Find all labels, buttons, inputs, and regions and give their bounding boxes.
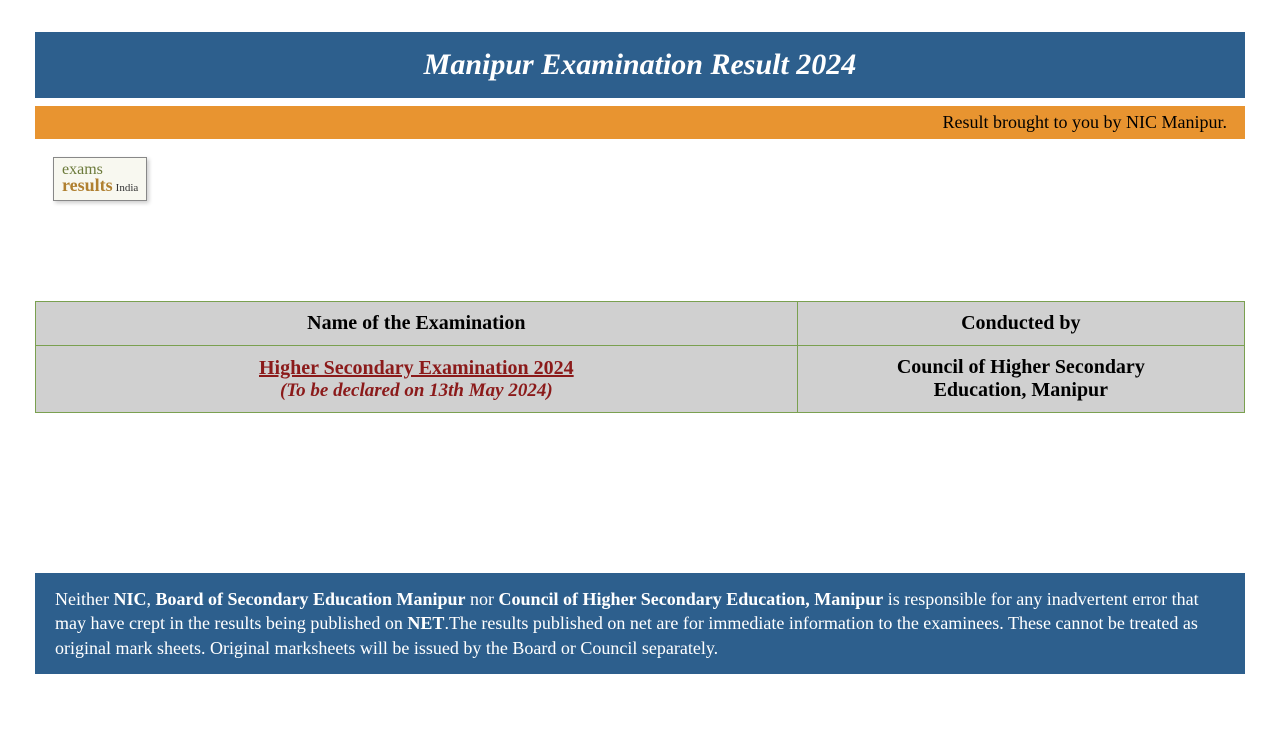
table-header-row: Name of the Examination Conducted by	[36, 302, 1245, 346]
logo-area: exams resultsIndia	[35, 139, 1245, 211]
page-container: Manipur Examination Result 2024 Result b…	[35, 32, 1245, 674]
exams-results-logo[interactable]: exams resultsIndia	[53, 157, 147, 201]
disclaimer-b4: NET	[407, 613, 444, 633]
disclaimer: Neither NIC, Board of Secondary Educatio…	[35, 573, 1245, 674]
disclaimer-pre1: Neither	[55, 589, 113, 609]
exam-subtitle: (To be declared on 13th May 2024)	[280, 380, 553, 401]
disclaimer-b3: Council of Higher Secondary Education, M…	[499, 589, 884, 609]
header-exam-name: Name of the Examination	[36, 302, 798, 346]
disclaimer-mid2: nor	[466, 589, 499, 609]
exam-link[interactable]: Higher Secondary Examination 2024	[259, 357, 574, 379]
disclaimer-mid1: ,	[147, 589, 156, 609]
credit-text: Result brought to you by NIC Manipur.	[943, 112, 1228, 132]
page-title: Manipur Examination Result 2024	[424, 48, 857, 81]
table-row: Higher Secondary Examination 2024 (To be…	[36, 346, 1245, 413]
header-banner: Manipur Examination Result 2024	[35, 32, 1245, 98]
conducted-line2: Education, Manipur	[934, 379, 1108, 401]
exam-table: Name of the Examination Conducted by Hig…	[35, 301, 1245, 413]
disclaimer-b2: Board of Secondary Education Manipur	[156, 589, 466, 609]
spacer	[35, 211, 1245, 301]
disclaimer-b1: NIC	[113, 589, 146, 609]
credit-banner: Result brought to you by NIC Manipur.	[35, 106, 1245, 139]
conducted-line1: Council of Higher Secondary	[897, 356, 1145, 378]
exam-cell: Higher Secondary Examination 2024 (To be…	[36, 346, 798, 413]
header-conducted-by: Conducted by	[797, 302, 1244, 346]
logo-line2: results	[62, 175, 113, 195]
conducted-cell: Council of Higher Secondary Education, M…	[797, 346, 1244, 413]
spacer2	[35, 413, 1245, 573]
logo-suffix: India	[116, 182, 139, 194]
